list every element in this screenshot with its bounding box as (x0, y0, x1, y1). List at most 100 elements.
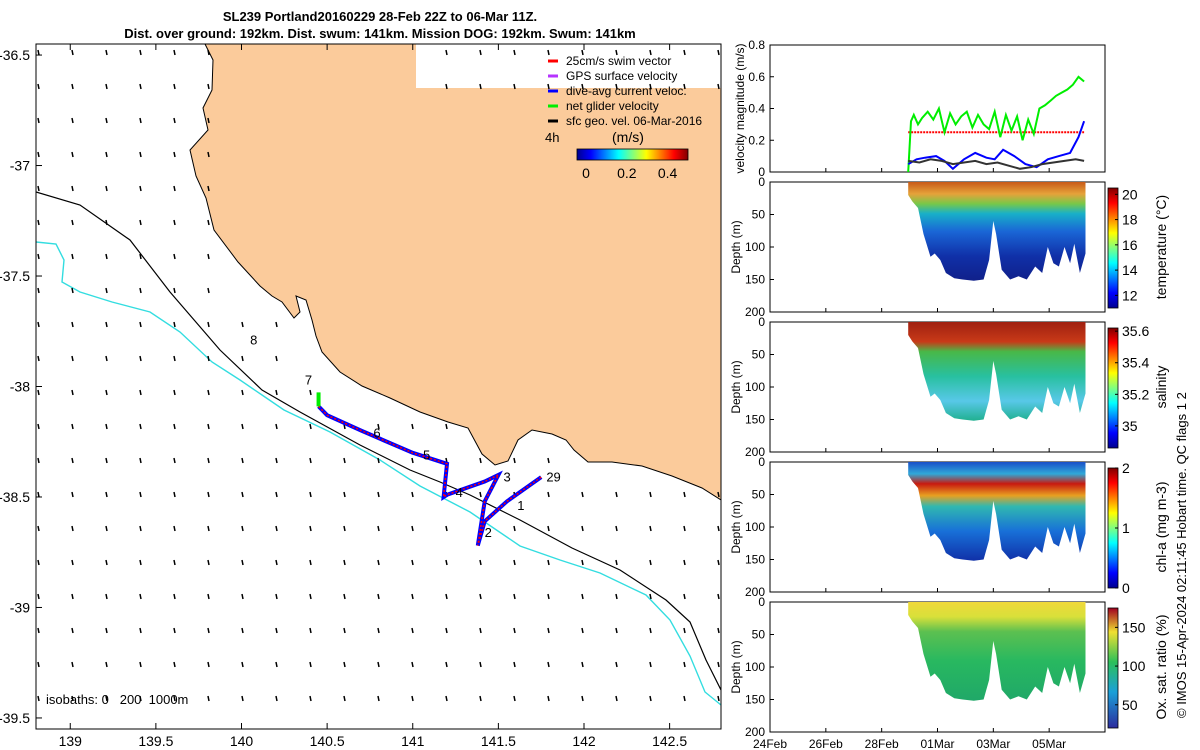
velocity-arrow (71, 593, 74, 600)
velocity-arrow (479, 593, 482, 600)
velocity-arrow (71, 117, 74, 124)
velocity-arrow (343, 457, 346, 464)
legend-label: sfc geo. vel. 06-Mar-2016 (566, 114, 702, 128)
colorbar-tick-label: 35.4 (1122, 355, 1149, 371)
velocity-arrow (615, 695, 618, 702)
velocity-arrow (649, 695, 652, 702)
velocity-arrow (105, 559, 108, 566)
velocity-arrow (615, 525, 618, 532)
velocity-arrow (309, 695, 312, 702)
velocity-arrow (37, 559, 40, 566)
velocity-arrow (105, 253, 108, 260)
depth-tick-label: 50 (752, 488, 766, 502)
velocity-arrow (547, 695, 550, 702)
velocity-arrow (411, 525, 414, 532)
velocity-arrow (411, 559, 414, 566)
lat-tick-label: -38 (10, 379, 30, 395)
velocity-arrow (37, 253, 40, 260)
velocity-arrow (71, 355, 74, 362)
colorbar-tick-label: 18 (1122, 212, 1138, 228)
velocity-arrow (173, 117, 176, 124)
velocity-arrow (173, 185, 176, 192)
depth-tick-label: 100 (745, 520, 765, 534)
velocity-arrow (547, 627, 550, 634)
velocity-arrow (37, 287, 40, 294)
velocity-y-tick-label: 0.8 (748, 38, 765, 52)
velocity-arrow (207, 593, 210, 600)
velocity-arrow (683, 661, 686, 668)
velocity-arrow (649, 661, 652, 668)
velocity-arrow (479, 83, 482, 90)
temperature-panel: 0 50 100 150 200 Depth (m) 20 18 16 14 12 temperatu… (729, 175, 1169, 319)
velocity-arrow (377, 627, 380, 634)
colorbar-tick-label: 14 (1122, 262, 1138, 278)
depth-tick-label: 50 (752, 348, 766, 362)
velocity-arrow (173, 49, 176, 56)
velocity-arrow (377, 423, 380, 430)
velocity-arrow (717, 83, 720, 90)
lon-tick-label: 139 (59, 733, 83, 749)
velocity-arrow (615, 49, 618, 56)
velocity-arrow (207, 219, 210, 226)
velocity-arrow (479, 457, 482, 464)
velocity-arrow (581, 49, 584, 56)
velocity-arrow (717, 661, 720, 668)
oxygen-colorbar-label: Ox. sat. ratio (%) (1153, 614, 1169, 719)
velocity-arrow (275, 321, 278, 328)
time-tick-label: 24Feb (753, 737, 787, 750)
velocity-arrow (37, 355, 40, 362)
depth-axis-label: Depth (m) (729, 640, 743, 693)
velocity-arrow (71, 491, 74, 498)
salinity-colorbar (1107, 327, 1119, 449)
lat-tick-label: -38.5 (0, 489, 30, 505)
velocity-y-tick-label: 0.4 (748, 102, 765, 116)
colorbar-tick-label: 1 (1122, 520, 1130, 536)
depth-tick-label: 50 (752, 208, 766, 222)
velocity-arrow (105, 593, 108, 600)
legend-label: GPS surface velocity (566, 69, 677, 83)
velocity-arrow (683, 49, 686, 56)
colorbar-tick-label: 35.6 (1122, 323, 1149, 339)
velocity-arrow (683, 627, 686, 634)
velocity-arrow (71, 627, 74, 634)
depth-tick-label: 0 (758, 595, 765, 609)
velocity-arrow (173, 525, 176, 532)
depth-axis-label: Depth (m) (729, 500, 743, 553)
velocity-arrow (139, 117, 142, 124)
salinity-section-fill (908, 322, 1086, 421)
velocity-arrow (615, 83, 618, 90)
velocity-arrow (343, 695, 346, 702)
velocity-arrow (37, 457, 40, 464)
velocity-arrow (37, 695, 40, 702)
velocity-arrow (139, 695, 142, 702)
velocity-arrow (343, 491, 346, 498)
velocity-arrow (411, 661, 414, 668)
velocity-arrow (71, 151, 74, 158)
temperature-colorbar-label: temperature (°C) (1153, 195, 1169, 299)
velocity-arrow (547, 559, 550, 566)
velocity-arrow (411, 491, 414, 498)
velocity-arrow (71, 457, 74, 464)
lat-tick-label: -37 (10, 158, 30, 174)
legend-interval: 4h (545, 130, 559, 145)
velocity-arrow (615, 593, 618, 600)
speed-colorbar-tick: 0.2 (617, 165, 637, 181)
velocity-arrow (241, 457, 244, 464)
temperature-section-fill (908, 182, 1086, 281)
velocity-arrow (581, 661, 584, 668)
velocity-arrow (207, 117, 210, 124)
figure-subtitle: Dist. over ground: 192km. Dist. swum: 14… (124, 26, 636, 41)
lat-tick-label: -39.5 (0, 710, 30, 726)
velocity-y-tick-label: 0.2 (748, 133, 765, 147)
velocity-arrow (581, 695, 584, 702)
velocity-arrow (105, 491, 108, 498)
velocity-arrow (173, 457, 176, 464)
velocity-arrow (547, 83, 550, 90)
velocity-arrow (411, 695, 414, 702)
lon-tick-label: 142 (572, 733, 596, 749)
velocity-arrow (241, 593, 244, 600)
velocity-arrow (207, 627, 210, 634)
depth-axis-label: Depth (m) (729, 360, 743, 413)
